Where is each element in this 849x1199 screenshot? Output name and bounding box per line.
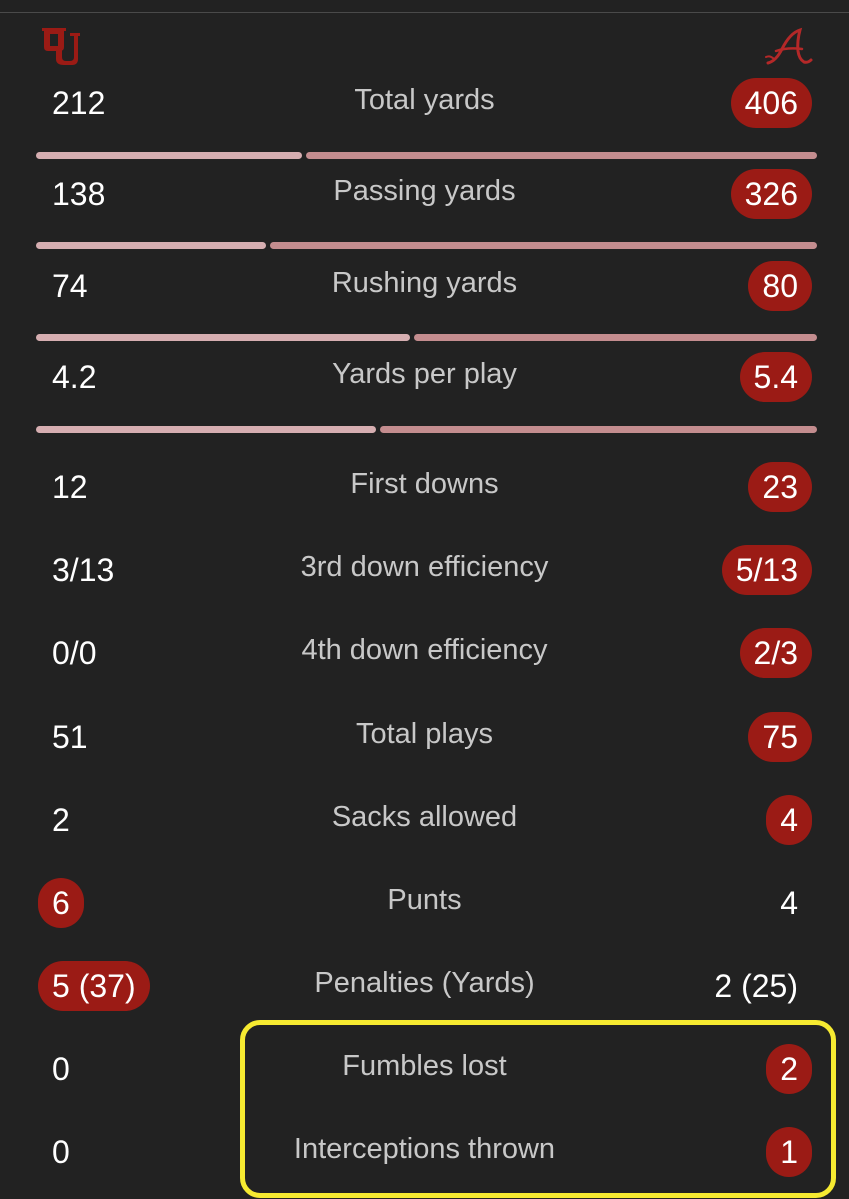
right-team-value: 23	[748, 462, 812, 512]
stat-label: Sacks allowed	[331, 801, 518, 833]
left-team-value: 74	[52, 268, 88, 304]
oklahoma-ou-logo-icon	[42, 28, 80, 65]
stat-row: 5 (37) Penalties (Yards) 2 (25)	[0, 956, 849, 1016]
stat-label: Penalties (Yards)	[314, 967, 535, 999]
stat-label: First downs	[350, 468, 499, 500]
stat-label: Punts	[387, 884, 462, 916]
right-team-value: 4	[780, 885, 798, 921]
top-divider	[0, 12, 849, 13]
stat-label: 3rd down efficiency	[300, 551, 549, 583]
stat-row: 3/13 3rd down efficiency 5/13	[0, 540, 849, 600]
highlight-box	[240, 1020, 836, 1198]
comparison-bar	[36, 242, 817, 249]
stat-row: 138 Passing yards 326	[0, 164, 849, 224]
stat-label: Total plays	[355, 718, 493, 750]
left-team-value: 2	[52, 802, 70, 838]
right-team-value: 5/13	[721, 545, 812, 595]
bar-right-segment	[306, 152, 817, 159]
stat-row: 2 Sacks allowed 4	[0, 790, 849, 850]
right-team-value: 1	[766, 1127, 812, 1177]
left-team-value: 4.2	[52, 359, 97, 395]
bar-right-segment	[414, 334, 817, 341]
comparison-bar	[36, 334, 817, 341]
left-team-value: 138	[52, 176, 106, 212]
stat-label: Rushing yards	[331, 267, 518, 299]
left-team-value: 0	[52, 1134, 70, 1170]
left-team-value: 5 (37)	[38, 961, 150, 1011]
bar-left-segment	[36, 152, 302, 159]
stat-label: Interceptions thrown	[293, 1133, 556, 1165]
right-team-value: 326	[730, 169, 812, 219]
right-team-value: 5.4	[739, 352, 812, 402]
stat-row: 12 First downs 23	[0, 457, 849, 517]
stat-row: 0/0 4th down efficiency 2/3	[0, 623, 849, 683]
right-team-value: 406	[730, 78, 812, 128]
left-team-value: 212	[52, 85, 106, 121]
bar-left-segment	[36, 242, 266, 249]
stat-label: Total yards	[354, 84, 495, 116]
left-team-value: 6	[38, 878, 84, 928]
stat-row: 4.2 Yards per play 5.4	[0, 347, 849, 407]
left-team-value: 3/13	[52, 552, 115, 588]
stat-label: 4th down efficiency	[301, 634, 548, 666]
left-team-value: 51	[52, 719, 88, 755]
comparison-bar	[36, 426, 817, 433]
stat-label: Passing yards	[333, 175, 516, 207]
bar-right-segment	[380, 426, 817, 433]
right-team-value: 2/3	[739, 628, 812, 678]
stat-row: 0 Fumbles lost 2	[0, 1039, 849, 1099]
stat-row: 6 Punts 4	[0, 873, 849, 933]
right-team-value: 2	[766, 1044, 812, 1094]
right-team-value: 2 (25)	[714, 968, 798, 1004]
stat-label: Fumbles lost	[342, 1050, 507, 1082]
bar-left-segment	[36, 334, 410, 341]
left-team-value: 0/0	[52, 635, 97, 671]
stat-row: 0 Interceptions thrown 1	[0, 1122, 849, 1182]
stat-row: 74 Rushing yards 80	[0, 256, 849, 316]
left-team-value: 0	[52, 1051, 70, 1087]
right-team-value: 4	[766, 795, 812, 845]
stat-label: Yards per play	[332, 358, 517, 390]
alabama-a-logo-icon	[765, 27, 813, 65]
left-team-value: 12	[52, 469, 88, 505]
right-team-value: 75	[748, 712, 812, 762]
bar-left-segment	[36, 426, 376, 433]
stat-row: 51 Total plays 75	[0, 707, 849, 767]
comparison-bar	[36, 152, 817, 159]
bar-right-segment	[270, 242, 817, 249]
right-team-value: 80	[748, 261, 812, 311]
stat-row: 212 Total yards 406	[0, 73, 849, 133]
